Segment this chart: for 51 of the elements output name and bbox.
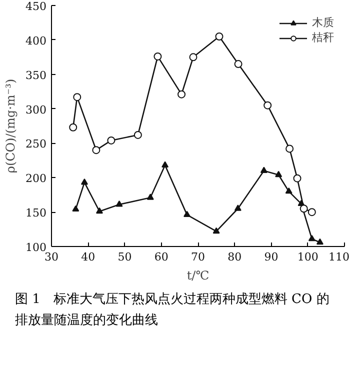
- y-tick-label: 400: [26, 34, 47, 48]
- y-tick-label: 200: [26, 172, 47, 186]
- point: [260, 166, 268, 173]
- point: [234, 60, 242, 68]
- point: [73, 93, 82, 102]
- x-tick-label: 30: [44, 250, 58, 264]
- y-tick-label: 450: [26, 0, 47, 13]
- point: [308, 234, 316, 242]
- point: [162, 161, 169, 168]
- y-tick-label: 250: [26, 138, 47, 151]
- x-tick-label: 50: [118, 250, 132, 264]
- point: [69, 123, 78, 132]
- x-tick-label: 80: [228, 250, 242, 264]
- y-tick-label: 100: [26, 241, 47, 254]
- x-tick-label: 110: [328, 250, 349, 264]
- x-tick-label: 60: [154, 250, 168, 264]
- point: [308, 208, 316, 216]
- point: [275, 170, 282, 178]
- x-tick-label: 70: [191, 250, 205, 264]
- point: [184, 210, 191, 218]
- x-tick-label: 100: [297, 250, 318, 264]
- point: [154, 52, 162, 60]
- point: [146, 194, 154, 200]
- text: 图 1 标准大气压下热风点火过程两种成型燃料 CO 的排放量随温度的变化曲线: [15, 291, 330, 330]
- y-axis-title: ρ(CO)/(mg·m⁻³): [4, 78, 18, 174]
- point: [92, 146, 100, 154]
- point: [212, 227, 220, 234]
- point: [286, 144, 294, 153]
- point: [107, 136, 116, 144]
- x-tick-label: 40: [81, 250, 96, 264]
- point: [215, 32, 224, 40]
- point: [234, 204, 242, 211]
- point: [72, 205, 80, 212]
- point: [316, 238, 324, 245]
- y-tick-label: 350: [26, 68, 47, 82]
- point: [264, 101, 272, 110]
- legend-label: 木质: [312, 16, 334, 30]
- y-tick-label: 300: [26, 103, 47, 116]
- legend-label: 桔秆: [312, 31, 334, 45]
- point: [178, 90, 186, 98]
- point: [189, 53, 198, 62]
- point: [80, 178, 88, 185]
- point: [134, 130, 142, 139]
- point: [96, 207, 103, 214]
- point: [285, 187, 292, 194]
- point: [116, 200, 123, 207]
- y-tick-label: 150: [26, 206, 47, 220]
- point: [293, 174, 302, 182]
- x-axis-title: t/℃: [186, 268, 210, 282]
- point: [300, 204, 308, 213]
- x-tick-label: 90: [264, 250, 278, 264]
